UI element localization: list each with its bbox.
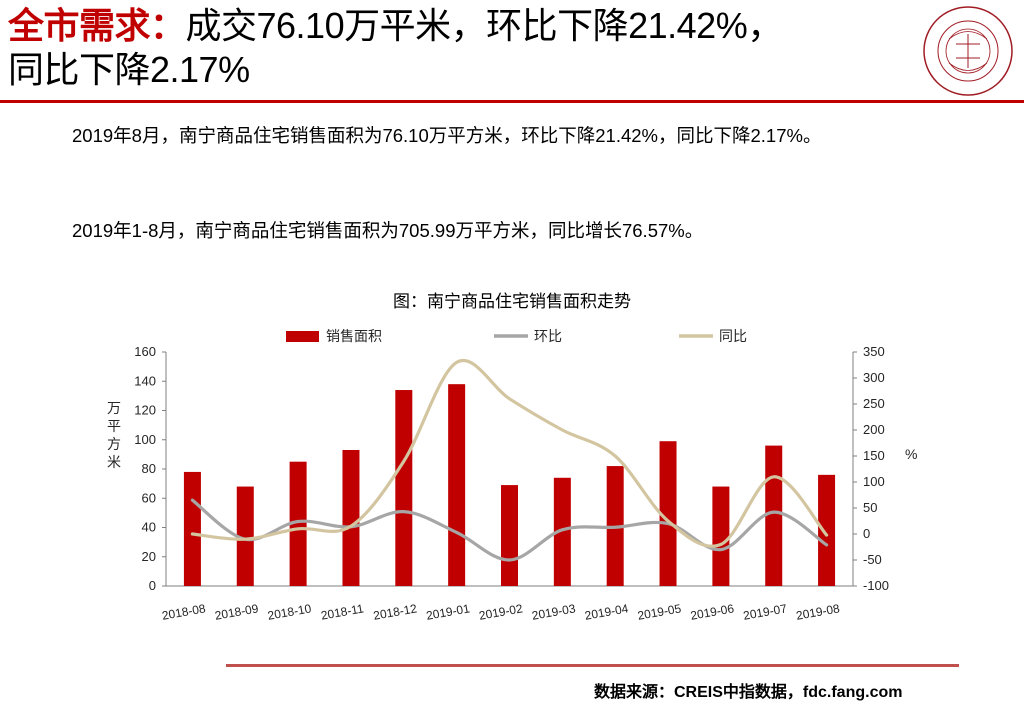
x-tick-label: 2018-09	[214, 601, 260, 622]
line-mom	[190, 498, 829, 562]
paragraph-ytd: 2019年1-8月，南宁商品住宅销售面积为705.99万平方米，同比增长76.5…	[72, 220, 704, 241]
y2-tick-label: 300	[863, 370, 885, 385]
x-tick-label: 2019-04	[584, 601, 630, 622]
y-tick-label: 80	[142, 461, 156, 476]
x-tick-label: 2019-02	[478, 601, 524, 622]
y-tick-label: 160	[134, 344, 156, 359]
legend-label-mom: 环比	[534, 329, 562, 345]
bar-sales-area	[818, 474, 836, 586]
x-tick-label: 2018-10	[267, 601, 313, 622]
bar-sales-area	[395, 390, 413, 586]
y-axis-label-char: 米	[107, 455, 121, 471]
y2-tick-label: 150	[863, 448, 885, 463]
headline: 全市需求：成交76.10万平米，环比下降21.42%， 同比下降2.17%	[8, 4, 908, 92]
x-tick-label: 2018-08	[161, 601, 207, 622]
bar-sales-area	[501, 485, 518, 586]
sales-area-chart: 0 20 40 60 80 100 120 140 160 -100 -50 0 50 100 150 200…	[107, 329, 917, 623]
y-tick-label: 0	[149, 578, 156, 593]
bar-sales-area	[765, 445, 783, 586]
x-tick-label: 2019-01	[425, 601, 471, 622]
x-tick-label: 2018-11	[320, 601, 365, 622]
y2-tick-label: 350	[863, 344, 885, 359]
bar-sales-area	[448, 384, 466, 586]
chart-title: 图：南宁商品住宅销售面积走势	[393, 292, 631, 311]
bar-sales-area	[289, 461, 307, 586]
china-index-academy-logo	[923, 6, 1013, 96]
y2-axis-label: %	[905, 446, 917, 462]
headline-key: 全市需求：	[8, 5, 186, 46]
y2-tick-label: 200	[863, 422, 885, 437]
x-tick-label: 2019-05	[636, 601, 682, 622]
y-tick-label: 60	[142, 490, 156, 505]
y-tick-label: 120	[134, 403, 156, 418]
bar-sales-area	[342, 449, 360, 586]
x-tick-label: 2019-08	[795, 601, 841, 622]
y2-tick-label: -100	[863, 578, 889, 593]
y-tick-label: 40	[142, 520, 156, 535]
footer-divider	[226, 664, 959, 667]
legend-label-sales: 销售面积	[326, 329, 382, 345]
bar-sales-area	[659, 441, 677, 586]
y2-tick-label: 50	[863, 500, 877, 515]
legend-label-yoy: 同比	[719, 329, 747, 345]
x-tick-label: 2019-03	[531, 601, 577, 622]
x-tick-label: 2019-07	[742, 601, 788, 622]
bar-sales-area	[236, 486, 254, 586]
y2-tick-label: -50	[863, 552, 882, 567]
y-tick-label: 140	[134, 373, 156, 388]
y-axis-label-char: 平	[107, 419, 121, 435]
legend-swatch-sales	[286, 331, 319, 342]
headline-rest: 成交76.10万平米，环比下降21.42%，	[185, 5, 784, 46]
y2-tick-label: 0	[863, 526, 870, 541]
y2-tick-label: 100	[863, 474, 885, 489]
bar-sales-area	[183, 471, 201, 586]
headline-line2: 同比下降2.17%	[8, 49, 250, 90]
y-axis-label-char: 万	[107, 401, 121, 417]
data-source: 数据来源：CREIS中指数据，fdc.fang.com	[594, 684, 903, 701]
line-yoy	[190, 358, 829, 548]
bar-sales-area	[553, 477, 571, 586]
y-axis-label-char: 方	[107, 437, 121, 453]
paragraph-monthly: 2019年8月，南宁商品住宅销售面积为76.10万平方米，环比下降21.42%，…	[72, 125, 822, 146]
x-tick-label: 2018-12	[372, 601, 418, 622]
y-tick-label: 100	[134, 432, 156, 447]
y-tick-label: 20	[142, 549, 156, 564]
title-divider	[0, 100, 1024, 103]
y2-tick-label: 250	[863, 396, 885, 411]
bar-sales-area	[712, 486, 730, 586]
x-tick-label: 2019-06	[689, 601, 735, 622]
